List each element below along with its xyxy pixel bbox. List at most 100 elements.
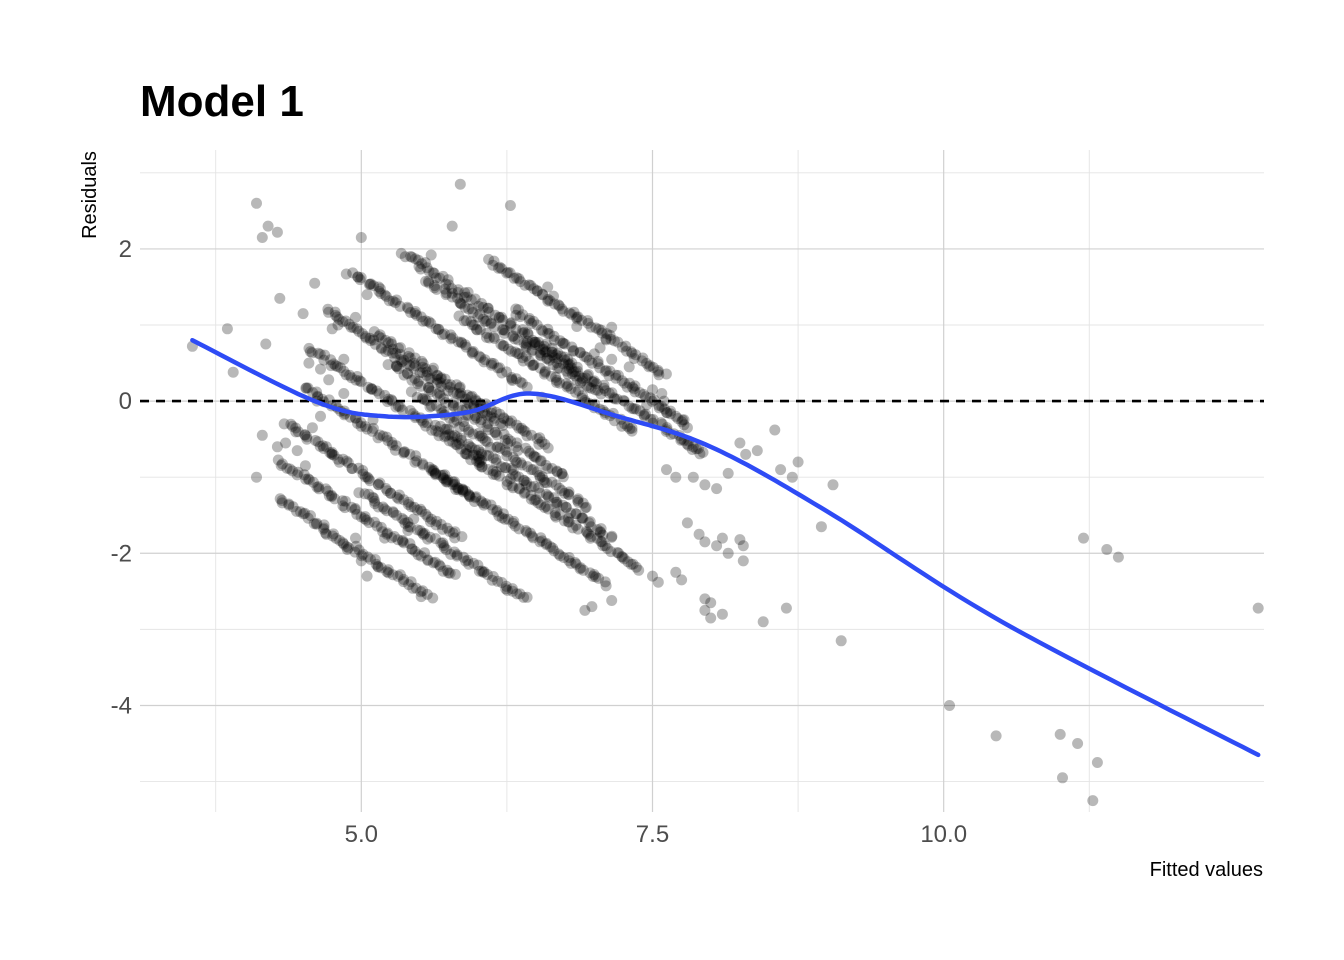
data-point <box>644 392 656 404</box>
data-point <box>391 294 403 306</box>
data-point <box>628 353 640 364</box>
data-point <box>612 336 624 348</box>
data-point <box>494 408 506 420</box>
data-point <box>435 537 447 549</box>
data-point <box>452 292 463 304</box>
data-point <box>463 426 475 438</box>
data-point <box>605 333 617 345</box>
data-point <box>496 512 508 524</box>
data-point <box>517 309 529 321</box>
data-point <box>461 444 472 456</box>
data-point <box>421 395 433 407</box>
data-point <box>376 343 388 355</box>
data-point <box>472 311 484 323</box>
data-point <box>600 365 612 376</box>
data-point <box>442 385 454 397</box>
data-point <box>437 523 449 535</box>
data-point <box>445 379 457 391</box>
data-point <box>603 370 615 382</box>
data-point <box>497 314 509 326</box>
data-point <box>699 593 711 605</box>
data-point <box>487 452 499 464</box>
data-point <box>518 326 530 338</box>
data-point <box>475 447 487 458</box>
data-point <box>588 569 600 580</box>
data-point <box>402 525 414 536</box>
data-point <box>437 472 449 484</box>
data-point <box>470 395 482 407</box>
data-point <box>363 517 375 529</box>
data-point <box>775 464 787 476</box>
data-point <box>544 295 556 307</box>
data-point <box>408 362 420 374</box>
data-point <box>769 424 781 436</box>
data-point <box>504 417 516 429</box>
data-point <box>392 400 404 412</box>
data-point <box>546 476 558 488</box>
data-point <box>482 424 494 436</box>
data-point <box>447 400 459 412</box>
data-point <box>413 375 425 387</box>
data-point <box>516 377 528 389</box>
data-point <box>475 430 487 442</box>
data-point <box>643 361 655 373</box>
data-point <box>581 370 593 382</box>
data-point <box>366 425 378 437</box>
data-point <box>571 311 583 323</box>
data-point <box>448 416 460 428</box>
data-point <box>579 604 591 616</box>
data-point <box>420 363 432 375</box>
data-point <box>359 488 371 500</box>
data-point <box>462 389 473 401</box>
data-point <box>323 394 335 406</box>
data-point <box>553 482 565 494</box>
data-point <box>683 439 694 451</box>
data-point <box>757 616 769 628</box>
data-point <box>353 462 365 474</box>
data-point <box>534 347 546 359</box>
data-point <box>496 324 508 336</box>
data-point <box>499 434 511 446</box>
data-point <box>523 279 535 291</box>
data-point <box>551 374 563 386</box>
data-point <box>439 283 451 295</box>
data-point <box>480 498 492 510</box>
data-point <box>360 332 372 344</box>
data-point <box>463 490 475 502</box>
data-point <box>1112 551 1124 563</box>
data-point <box>298 469 310 481</box>
data-point <box>299 460 311 472</box>
data-point <box>387 439 399 451</box>
data-point <box>527 464 539 476</box>
data-point <box>577 497 589 509</box>
data-point <box>314 348 326 360</box>
data-point <box>361 471 373 483</box>
data-point <box>493 312 505 324</box>
data-point <box>385 487 397 499</box>
data-point <box>580 372 592 384</box>
data-point <box>462 424 474 436</box>
data-point <box>511 419 523 431</box>
data-point <box>659 403 671 415</box>
data-point <box>598 382 610 394</box>
data-point <box>510 324 522 335</box>
data-point <box>530 494 542 506</box>
data-point <box>652 365 664 376</box>
data-point <box>460 341 472 353</box>
data-point <box>417 527 429 539</box>
data-point <box>716 532 728 544</box>
data-point <box>469 413 481 425</box>
data-point <box>446 283 458 295</box>
data-point <box>617 551 629 563</box>
data-point <box>425 516 436 528</box>
data-point <box>452 484 464 496</box>
gridlines <box>140 150 1264 812</box>
data-point <box>562 488 574 500</box>
data-point <box>482 302 494 314</box>
data-point <box>401 301 413 313</box>
data-point <box>595 324 607 336</box>
data-point <box>575 377 586 389</box>
data-point <box>426 513 437 525</box>
data-point <box>465 316 477 328</box>
data-point <box>386 436 398 448</box>
